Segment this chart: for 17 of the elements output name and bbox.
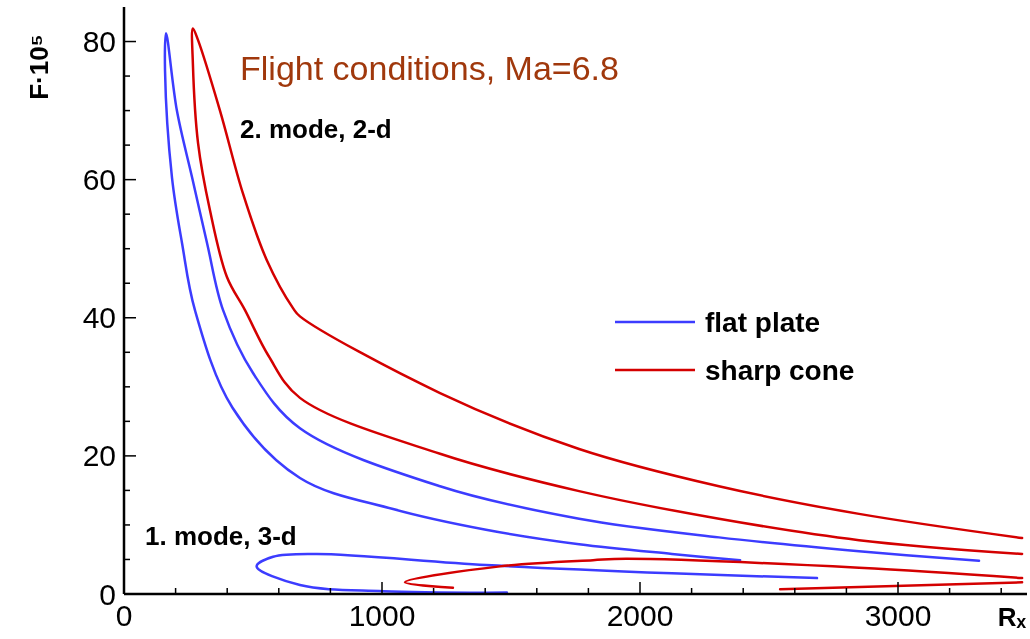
- y-axis-title: F·10⁵: [24, 34, 54, 100]
- y-tick-label: 40: [82, 301, 116, 335]
- legend-label: flat plate: [705, 306, 821, 338]
- line-series: [255, 552, 819, 594]
- y-tick-label: 80: [82, 25, 116, 59]
- line-series: [403, 557, 1024, 590]
- y-tick-label: 60: [82, 163, 116, 197]
- x-tick-label: 3000: [864, 599, 932, 632]
- text: Flight conditions, Ma=6.8: [240, 49, 619, 87]
- legend-label: sharp cone: [705, 354, 855, 386]
- x-tick-label: 2000: [606, 599, 674, 632]
- annotation: 2. mode, 2-d: [240, 114, 392, 144]
- x-tick-label: 1000: [348, 599, 416, 632]
- y-tick-label: 0: [99, 577, 116, 611]
- y-tick-label: 20: [82, 439, 116, 473]
- annotation: 1. mode, 3-d: [145, 521, 297, 551]
- x-axis-title: Rₓ: [997, 602, 1027, 632]
